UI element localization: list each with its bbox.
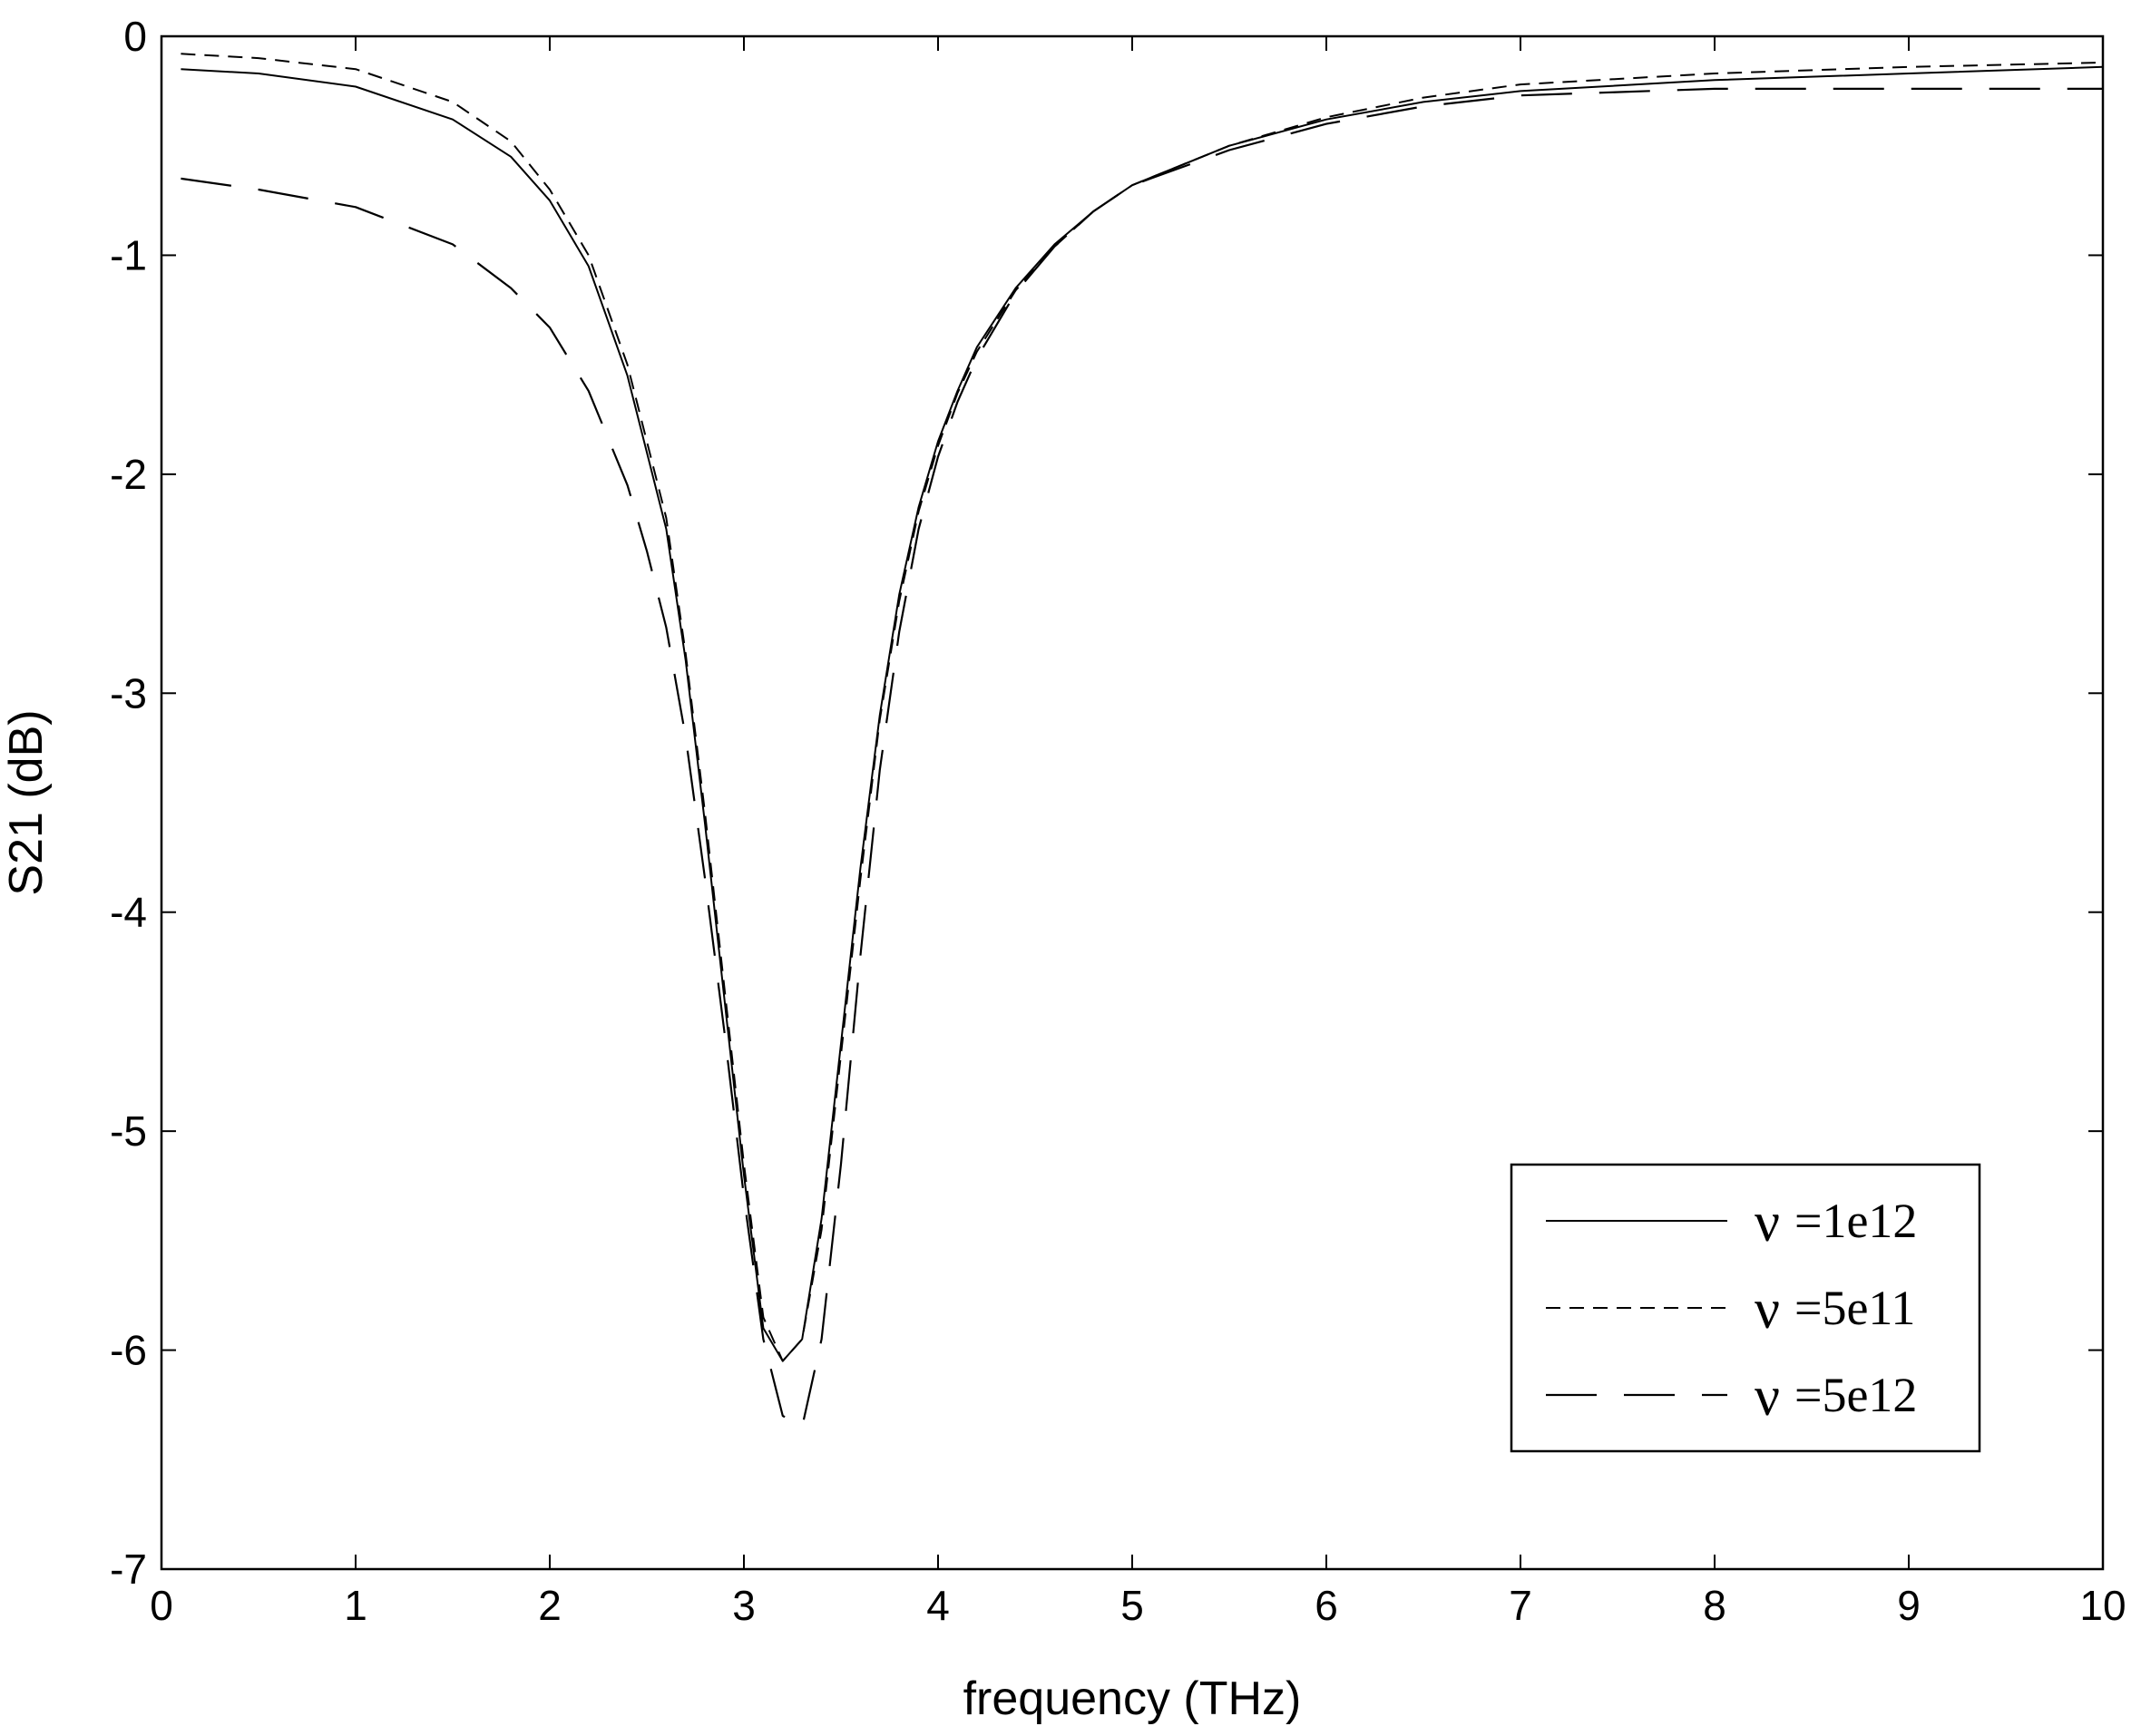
y-tick-label: -3 <box>110 669 147 717</box>
y-tick-label: -7 <box>110 1546 147 1593</box>
series-line-2 <box>181 53 2104 1362</box>
legend-label-1: =1e12 <box>1794 1194 1917 1248</box>
x-tick-label: 9 <box>1897 1582 1921 1629</box>
series-line-3 <box>181 87 2103 1429</box>
legend-label-3: =5e12 <box>1794 1368 1917 1422</box>
legend: ν =1e12 ν =5e11 ν =5e12 <box>1510 1163 1981 1453</box>
x-tick-label: 2 <box>538 1582 562 1629</box>
y-axis-label: S21 (dB) <box>0 709 53 895</box>
y-tick-label: -6 <box>110 1327 147 1374</box>
y-tick-label: -1 <box>110 231 147 278</box>
y-tick-label: 0 <box>123 13 147 60</box>
x-tick-label: 5 <box>1120 1582 1144 1629</box>
legend-symbol: ν <box>1755 1366 1780 1428</box>
x-axis-label: frequency (THz) <box>963 1673 1302 1725</box>
legend-symbol: ν <box>1755 1279 1780 1341</box>
x-tick-label: 6 <box>1315 1582 1338 1629</box>
y-tick-label: -4 <box>110 889 147 936</box>
ticks-layer: 0 1 2 3 4 5 6 7 8 9 10 0 -1 -2 -3 -4 -5 -6 -7 <box>110 13 2126 1629</box>
x-tick-label: 0 <box>150 1582 173 1629</box>
x-tick-label: 8 <box>1703 1582 1726 1629</box>
x-tick-label: 7 <box>1509 1582 1532 1629</box>
x-tick-label: 3 <box>732 1582 756 1629</box>
y-tick-label: -2 <box>110 451 147 498</box>
legend-label-2: =5e11 <box>1794 1281 1915 1335</box>
x-tick-label: 4 <box>926 1582 950 1629</box>
series-layer <box>181 53 2104 1429</box>
x-tick-label: 10 <box>2079 1582 2126 1629</box>
x-tick-label: 1 <box>344 1582 367 1629</box>
y-tick-label: -5 <box>110 1107 147 1155</box>
legend-box <box>1510 1163 1981 1453</box>
legend-symbol: ν <box>1755 1192 1780 1253</box>
